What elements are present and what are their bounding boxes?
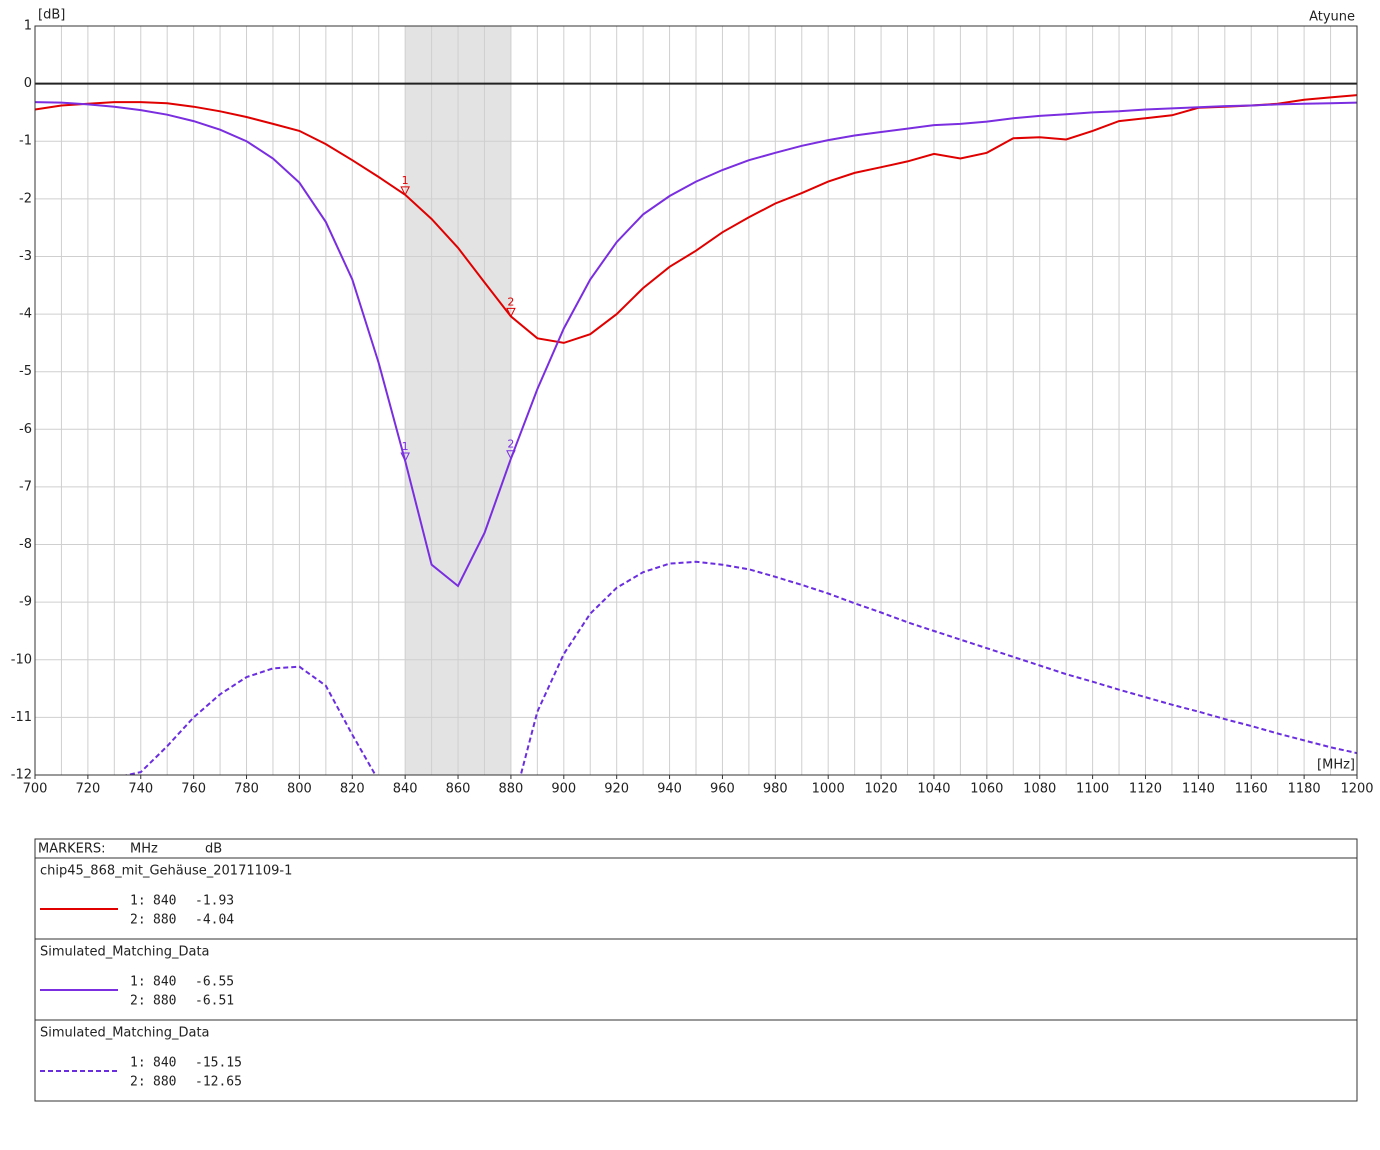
legend-marker-id: 2: (130, 1075, 146, 1090)
x-tick-label: 1080 (1023, 782, 1056, 797)
x-tick-label: 720 (75, 782, 100, 797)
legend-marker-x: 880 (153, 994, 176, 1009)
legend-name: chip45_868_mit_Gehäuse_20171109-1 (40, 864, 292, 879)
x-tick-label: 740 (128, 782, 153, 797)
legend-box (34, 838, 1358, 1102)
x-unit: [MHz] (1317, 758, 1355, 773)
x-tick-label: 1200 (1340, 782, 1373, 797)
legend-marker-value: -6.55 (195, 975, 234, 990)
chart-title: Atyune (1309, 10, 1355, 25)
y-tick-label: -6 (19, 422, 32, 437)
y-tick-label: -12 (11, 768, 32, 783)
legend-marker-value: -6.51 (195, 994, 234, 1009)
plot-frame (34, 25, 1358, 776)
legend-marker-x: 840 (153, 894, 176, 909)
legend-marker-value: -15.15 (195, 1056, 242, 1071)
x-tick-label: 940 (657, 782, 682, 797)
legend-marker-x: 880 (153, 913, 176, 928)
legend-marker-value: -1.93 (195, 894, 234, 909)
x-tick-label: 820 (340, 782, 365, 797)
legend-header: MHz (130, 842, 158, 857)
legend-marker-id: 2: (130, 913, 146, 928)
y-tick-label: -7 (19, 479, 32, 494)
x-tick-label: 840 (393, 782, 418, 797)
y-tick-label: -2 (19, 191, 32, 206)
y-tick-label: -5 (19, 364, 32, 379)
marker-triangle (400, 452, 410, 463)
x-tick-label: 980 (763, 782, 788, 797)
x-tick-label: 780 (234, 782, 259, 797)
x-tick-label: 1160 (1235, 782, 1268, 797)
x-tick-label: 1000 (812, 782, 845, 797)
legend-marker-x: 880 (153, 1075, 176, 1090)
x-tick-label: 960 (710, 782, 735, 797)
y-tick-label: -11 (11, 710, 32, 725)
x-tick-label: 700 (23, 782, 48, 797)
y-tick-label: -1 (19, 134, 32, 149)
series-line (35, 94, 1357, 344)
legend-marker-value: -12.65 (195, 1075, 242, 1090)
marker-label: 2 (507, 295, 514, 308)
x-tick-label: 760 (181, 782, 206, 797)
x-tick-label: 880 (499, 782, 524, 797)
marker-triangle (506, 450, 516, 460)
x-tick-label: 920 (604, 782, 629, 797)
x-tick-label: 860 (446, 782, 471, 797)
legend-marker-id: 1: (130, 1056, 146, 1071)
marker-triangle (506, 307, 516, 318)
legend-marker-x: 840 (153, 1056, 176, 1071)
x-tick-label: 1060 (970, 782, 1003, 797)
y-tick-label: -8 (19, 537, 32, 552)
y-tick-label: -4 (19, 307, 32, 322)
x-tick-label: 1020 (865, 782, 898, 797)
marker-triangle (400, 186, 410, 196)
x-tick-label: 1120 (1129, 782, 1162, 797)
marker-label: 1 (402, 174, 409, 187)
x-tick-label: 1180 (1288, 782, 1321, 797)
legend-marker-id: 2: (130, 994, 146, 1009)
x-tick-label: 800 (287, 782, 312, 797)
legend-marker-value: -4.04 (195, 913, 234, 928)
marker-label: 2 (507, 438, 514, 451)
x-tick-label: 1140 (1182, 782, 1215, 797)
legend-header: MARKERS: (38, 842, 106, 857)
x-tick-label: 1100 (1076, 782, 1109, 797)
legend-marker-x: 840 (153, 975, 176, 990)
y-tick-label: -10 (11, 652, 32, 667)
marker-label: 1 (402, 440, 409, 453)
y-unit: [dB] (38, 8, 65, 23)
y-tick-label: 0 (24, 76, 32, 91)
legend-marker-id: 1: (130, 975, 146, 990)
series-line (122, 560, 1357, 775)
legend-marker-id: 1: (130, 894, 146, 909)
y-tick-label: -3 (19, 249, 32, 264)
x-tick-label: 1040 (917, 782, 950, 797)
y-tick-label: -9 (19, 595, 32, 610)
series-line (35, 101, 1357, 588)
y-tick-label: 1 (24, 19, 32, 34)
legend-name: Simulated_Matching_Data (40, 1026, 210, 1041)
legend-header: dB (205, 842, 222, 857)
legend-name: Simulated_Matching_Data (40, 945, 210, 960)
x-tick-label: 900 (551, 782, 576, 797)
